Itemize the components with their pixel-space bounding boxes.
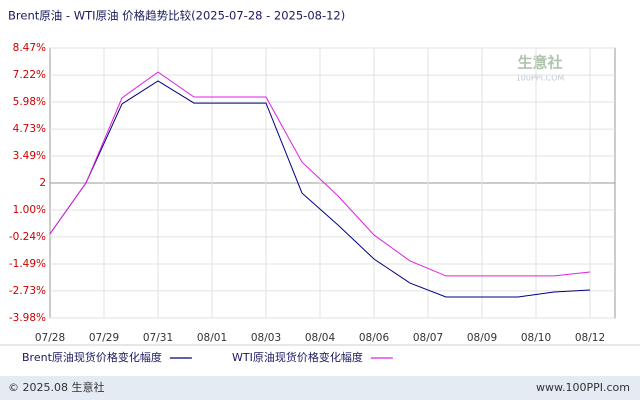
x-tick-label: 08/07 xyxy=(413,332,443,344)
y-tick-label: -3.98% xyxy=(9,312,46,324)
x-tick-label: 08/04 xyxy=(305,332,336,344)
x-tick-label: 08/01 xyxy=(197,332,227,344)
y-tick-label: 4.73% xyxy=(13,123,46,135)
x-tick-label: 08/03 xyxy=(251,332,281,344)
y-tick-label: 3.49% xyxy=(13,150,46,162)
watermark: 100PPI.COM xyxy=(516,74,565,83)
x-tick-label: 08/12 xyxy=(575,332,605,344)
x-tick-label: 08/06 xyxy=(359,332,390,344)
footer-left: © 2025.08 生意社 xyxy=(8,380,104,394)
x-tick-label: 08/09 xyxy=(467,332,497,344)
y-tick-label: 8.47% xyxy=(13,42,46,54)
y-tick-label: -0.24% xyxy=(9,231,46,243)
legend-label: WTI原油现货价格变化幅度 xyxy=(232,350,363,364)
y-tick-label: -1.49% xyxy=(9,258,46,270)
x-tick-label: 08/10 xyxy=(521,332,551,344)
line-series xyxy=(49,80,591,298)
footer-bar xyxy=(0,376,640,400)
y-tick-label: 5.98% xyxy=(13,96,46,108)
y-tick-label: 7.22% xyxy=(13,69,46,81)
line-series xyxy=(49,71,591,277)
x-tick-label: 07/31 xyxy=(143,332,173,344)
y-tick-label: 2 xyxy=(39,177,46,189)
y-tick-label: -2.73% xyxy=(9,285,46,297)
chart-title: Brent原油 - WTI原油 价格趋势比较(2025-07-28 - 2025… xyxy=(8,9,345,23)
x-tick-label: 07/29 xyxy=(89,332,119,344)
legend-label: Brent原油现货价格变化幅度 xyxy=(22,350,162,364)
x-tick-label: 07/28 xyxy=(35,332,65,344)
watermark: 生意社 xyxy=(517,54,562,72)
footer-right: www.100PPI.com xyxy=(536,381,630,394)
y-tick-label: 1.00% xyxy=(13,204,46,216)
